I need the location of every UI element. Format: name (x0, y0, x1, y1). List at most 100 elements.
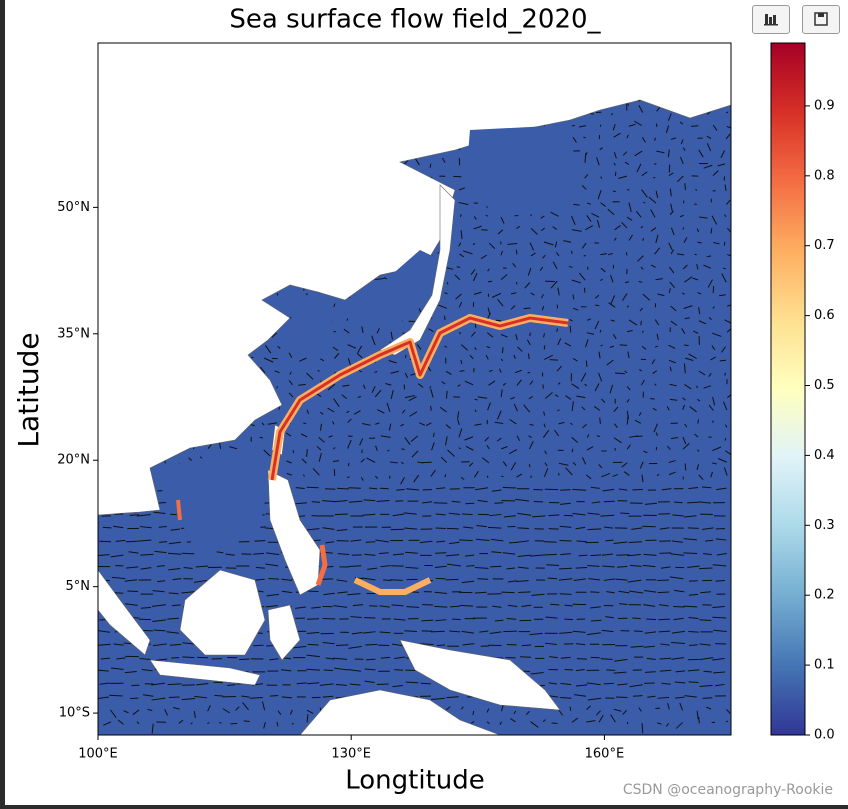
flow-vector (608, 253, 613, 256)
flow-vector (508, 604, 518, 607)
save-button[interactable] (802, 5, 840, 34)
flow-vector (669, 281, 676, 289)
flow-vector (416, 344, 422, 350)
flow-vector (540, 227, 546, 232)
flow-vector (588, 578, 600, 581)
flow-vector (481, 457, 490, 464)
flow-vector (669, 210, 674, 216)
flow-vector (333, 398, 340, 407)
flow-vector (447, 449, 455, 457)
flow-vector (599, 417, 601, 425)
flow-vector (710, 471, 713, 478)
flow-vector (601, 472, 611, 478)
flow-vector (301, 458, 307, 464)
flow-vector (642, 525, 656, 528)
flow-vector (127, 590, 138, 593)
flow-vector (322, 642, 335, 645)
flow-vector (343, 328, 350, 334)
flow-vector (502, 461, 508, 467)
flow-vector (311, 606, 321, 609)
flow-vector (639, 461, 644, 469)
flow-vector (419, 643, 434, 645)
flow-vector (601, 398, 606, 403)
flow-vector (587, 697, 602, 701)
flow-vector (647, 695, 656, 698)
flow-vector (429, 163, 432, 168)
flow-vector (450, 605, 460, 608)
flow-vector (625, 252, 628, 256)
flow-vector (620, 512, 630, 515)
flow-vector (560, 696, 572, 699)
flow-vector (358, 370, 363, 373)
flow-vector (99, 682, 110, 685)
flow-vector (434, 565, 447, 568)
flow-vector (362, 513, 376, 516)
flow-vector (694, 253, 697, 256)
flow-vector (474, 409, 477, 413)
flow-vector (289, 709, 293, 715)
flow-vector (325, 657, 335, 660)
flow-vector (697, 419, 700, 424)
flow-vector (417, 383, 424, 388)
flow-vector (171, 657, 180, 659)
flow-vector (564, 342, 572, 347)
flow-vector (585, 339, 589, 348)
flow-vector (558, 462, 569, 466)
flow-vector (572, 630, 586, 633)
flow-vector (474, 567, 489, 569)
flow-vector (132, 709, 140, 716)
flow-vector (594, 320, 600, 330)
flow-vector (712, 170, 719, 177)
flow-vector (366, 457, 376, 463)
flow-vector (474, 347, 477, 351)
flow-vector (262, 701, 266, 711)
flow-vector (281, 590, 293, 594)
flow-vector (491, 489, 502, 492)
flow-vector (455, 293, 462, 300)
flow-vector (501, 446, 508, 450)
sea-okhotsk (465, 125, 578, 215)
flow-vector (527, 371, 531, 374)
flow-vector (139, 526, 152, 529)
flow-vector (584, 383, 588, 387)
flow-vector (627, 579, 642, 583)
flow-vector (635, 210, 642, 218)
chart-button[interactable] (752, 5, 790, 34)
flow-vector (683, 344, 689, 347)
flow-vector (136, 721, 140, 725)
flow-vector (380, 565, 391, 568)
y-axis-label: Latitude (12, 332, 45, 447)
flow-vector (513, 710, 517, 715)
flow-vector (151, 682, 166, 686)
flow-vector (527, 353, 530, 360)
flow-vector (624, 281, 630, 284)
flow-vector (393, 618, 406, 621)
flow-vector (723, 467, 728, 476)
flow-vector (516, 379, 522, 386)
flow-vector (598, 464, 603, 469)
flow-vector (613, 541, 628, 544)
colorbar-tick-label: 0.7 (814, 238, 835, 253)
colorbar (770, 42, 806, 736)
mindanao-current (315, 544, 328, 586)
flow-vector (668, 242, 673, 250)
flow-vector (657, 293, 665, 297)
flow-vector (507, 242, 518, 245)
x-axis-label: Longtitude (345, 766, 485, 796)
flow-vector (337, 553, 350, 555)
flow-vector (458, 201, 469, 206)
flow-vector (435, 577, 446, 580)
flow-vector (457, 411, 460, 419)
flow-vector (725, 720, 729, 723)
flow-vector (547, 577, 558, 580)
flow-vector (408, 396, 417, 402)
flow-vector (603, 500, 615, 503)
flow-vector (362, 384, 366, 389)
flow-vector (543, 541, 557, 543)
flow-vector (560, 682, 572, 686)
flow-vector (596, 219, 600, 228)
flow-vector (464, 554, 475, 557)
flow-vector (430, 630, 445, 633)
flow-vector (655, 432, 658, 437)
flow-vector (349, 683, 361, 686)
